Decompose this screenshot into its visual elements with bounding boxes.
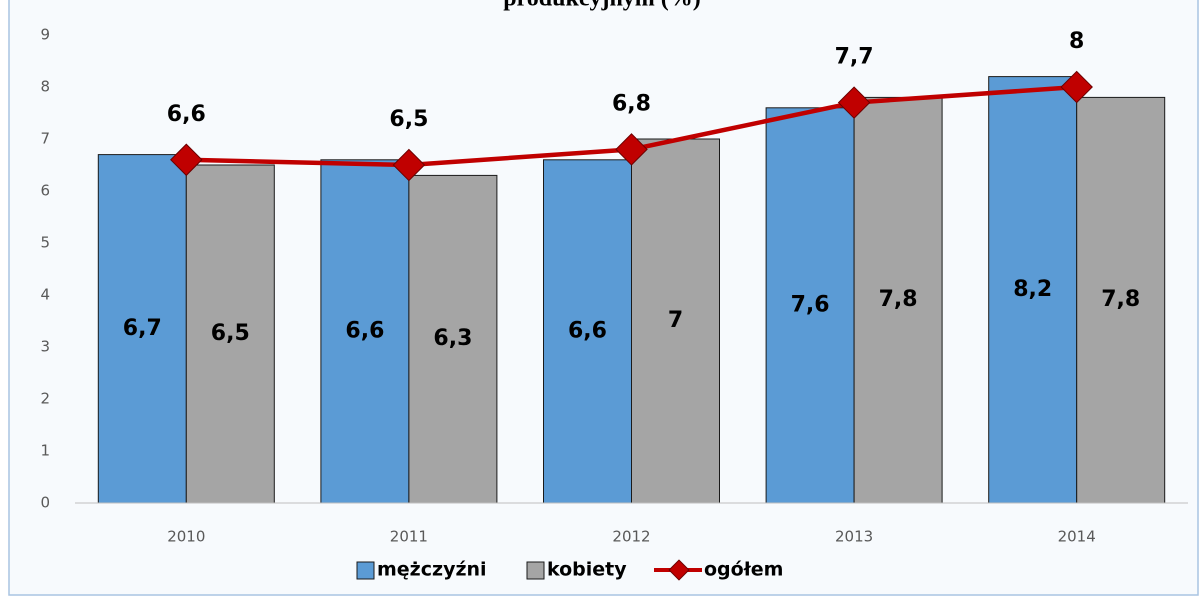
y-tick-label: 2 <box>40 390 50 408</box>
legend-label: ogółem <box>704 559 783 581</box>
line-marker <box>837 86 871 119</box>
bar <box>988 76 1078 504</box>
bar <box>765 107 855 504</box>
bar <box>631 138 720 504</box>
y-tick-label: 0 <box>40 494 50 512</box>
y-tick-label: 4 <box>40 286 50 304</box>
data-label: 7,8 <box>1101 287 1140 312</box>
line-marker <box>615 133 648 166</box>
y-tick-label: 7 <box>40 130 50 148</box>
bar <box>1076 96 1166 504</box>
y-tick-label: 9 <box>40 26 50 44</box>
legend-label: kobiety <box>547 559 627 581</box>
data-label: 6,5 <box>389 107 428 132</box>
x-tick-label: 2013 <box>835 528 873 546</box>
legend-label: mężczyźni <box>377 559 487 581</box>
bar <box>97 154 187 504</box>
x-tick-label: 2010 <box>167 528 205 546</box>
x-tick-label: 2012 <box>612 528 650 546</box>
bar <box>408 174 498 504</box>
y-tick-label: 5 <box>40 234 50 252</box>
x-tick-label: 2011 <box>390 528 428 546</box>
bar <box>185 164 275 504</box>
data-label: 6,7 <box>123 316 162 341</box>
y-tick-label: 3 <box>40 338 50 356</box>
data-label: 6,3 <box>433 326 472 351</box>
data-label: 6,6 <box>167 102 206 127</box>
data-label: 7 <box>668 308 683 333</box>
bar <box>853 96 943 504</box>
line-marker <box>392 148 426 182</box>
data-label: 6,6 <box>568 318 607 343</box>
line-marker <box>170 143 203 177</box>
legend-swatch <box>526 561 545 580</box>
x-tick-label: 2014 <box>1058 528 1096 546</box>
legend-swatch <box>668 559 690 581</box>
data-label: 8,2 <box>1013 277 1052 302</box>
data-label: 6,5 <box>211 321 250 346</box>
legend-swatch <box>356 561 375 580</box>
data-label: 7,8 <box>879 287 918 312</box>
data-label: 6,8 <box>612 91 651 116</box>
bar <box>543 159 632 504</box>
line-marker <box>1060 70 1093 104</box>
y-tick-label: 8 <box>40 78 50 96</box>
y-tick-label: 1 <box>40 442 50 460</box>
data-label: 6,6 <box>345 318 384 343</box>
y-tick-label: 6 <box>40 182 50 200</box>
data-label: 7,7 <box>835 45 874 70</box>
chart-title: produkcyjnym (%) <box>503 0 701 12</box>
data-label: 8 <box>1069 29 1084 54</box>
data-label: 7,6 <box>791 292 830 317</box>
